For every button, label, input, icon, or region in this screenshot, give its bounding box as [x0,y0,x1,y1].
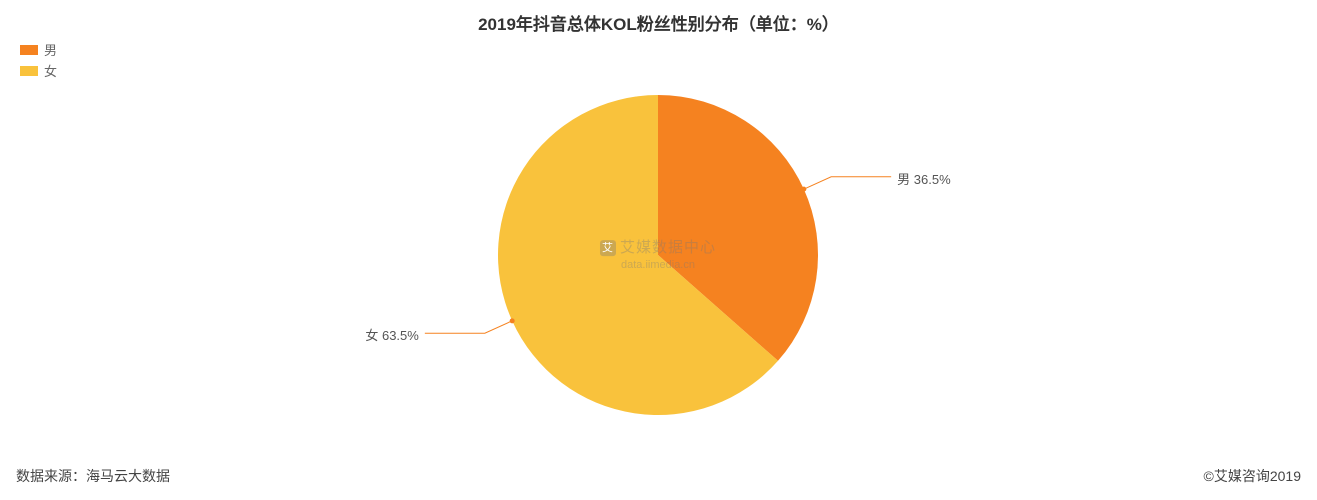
chart-title: 2019年抖音总体KOL粉丝性别分布（单位：%） [0,0,1317,35]
copyright: ©艾媒咨询2019 [1204,466,1301,486]
legend-swatch [20,45,38,55]
slice-label-female: 女 63.5% [365,325,418,344]
legend-item: 男 [20,40,57,59]
legend-label: 男 [44,40,57,59]
slice-label-male: 男 36.5% [897,169,950,188]
legend-swatch [20,66,38,76]
pie-chart: 艾艾媒数据中心 data.iimedia.cn 男 36.5%女 63.5% [496,93,820,417]
data-source: 数据来源：海马云大数据 [16,466,170,486]
pie-svg [496,93,820,417]
legend-label: 女 [44,61,57,80]
legend-item: 女 [20,61,57,80]
legend: 男女 [20,40,57,82]
